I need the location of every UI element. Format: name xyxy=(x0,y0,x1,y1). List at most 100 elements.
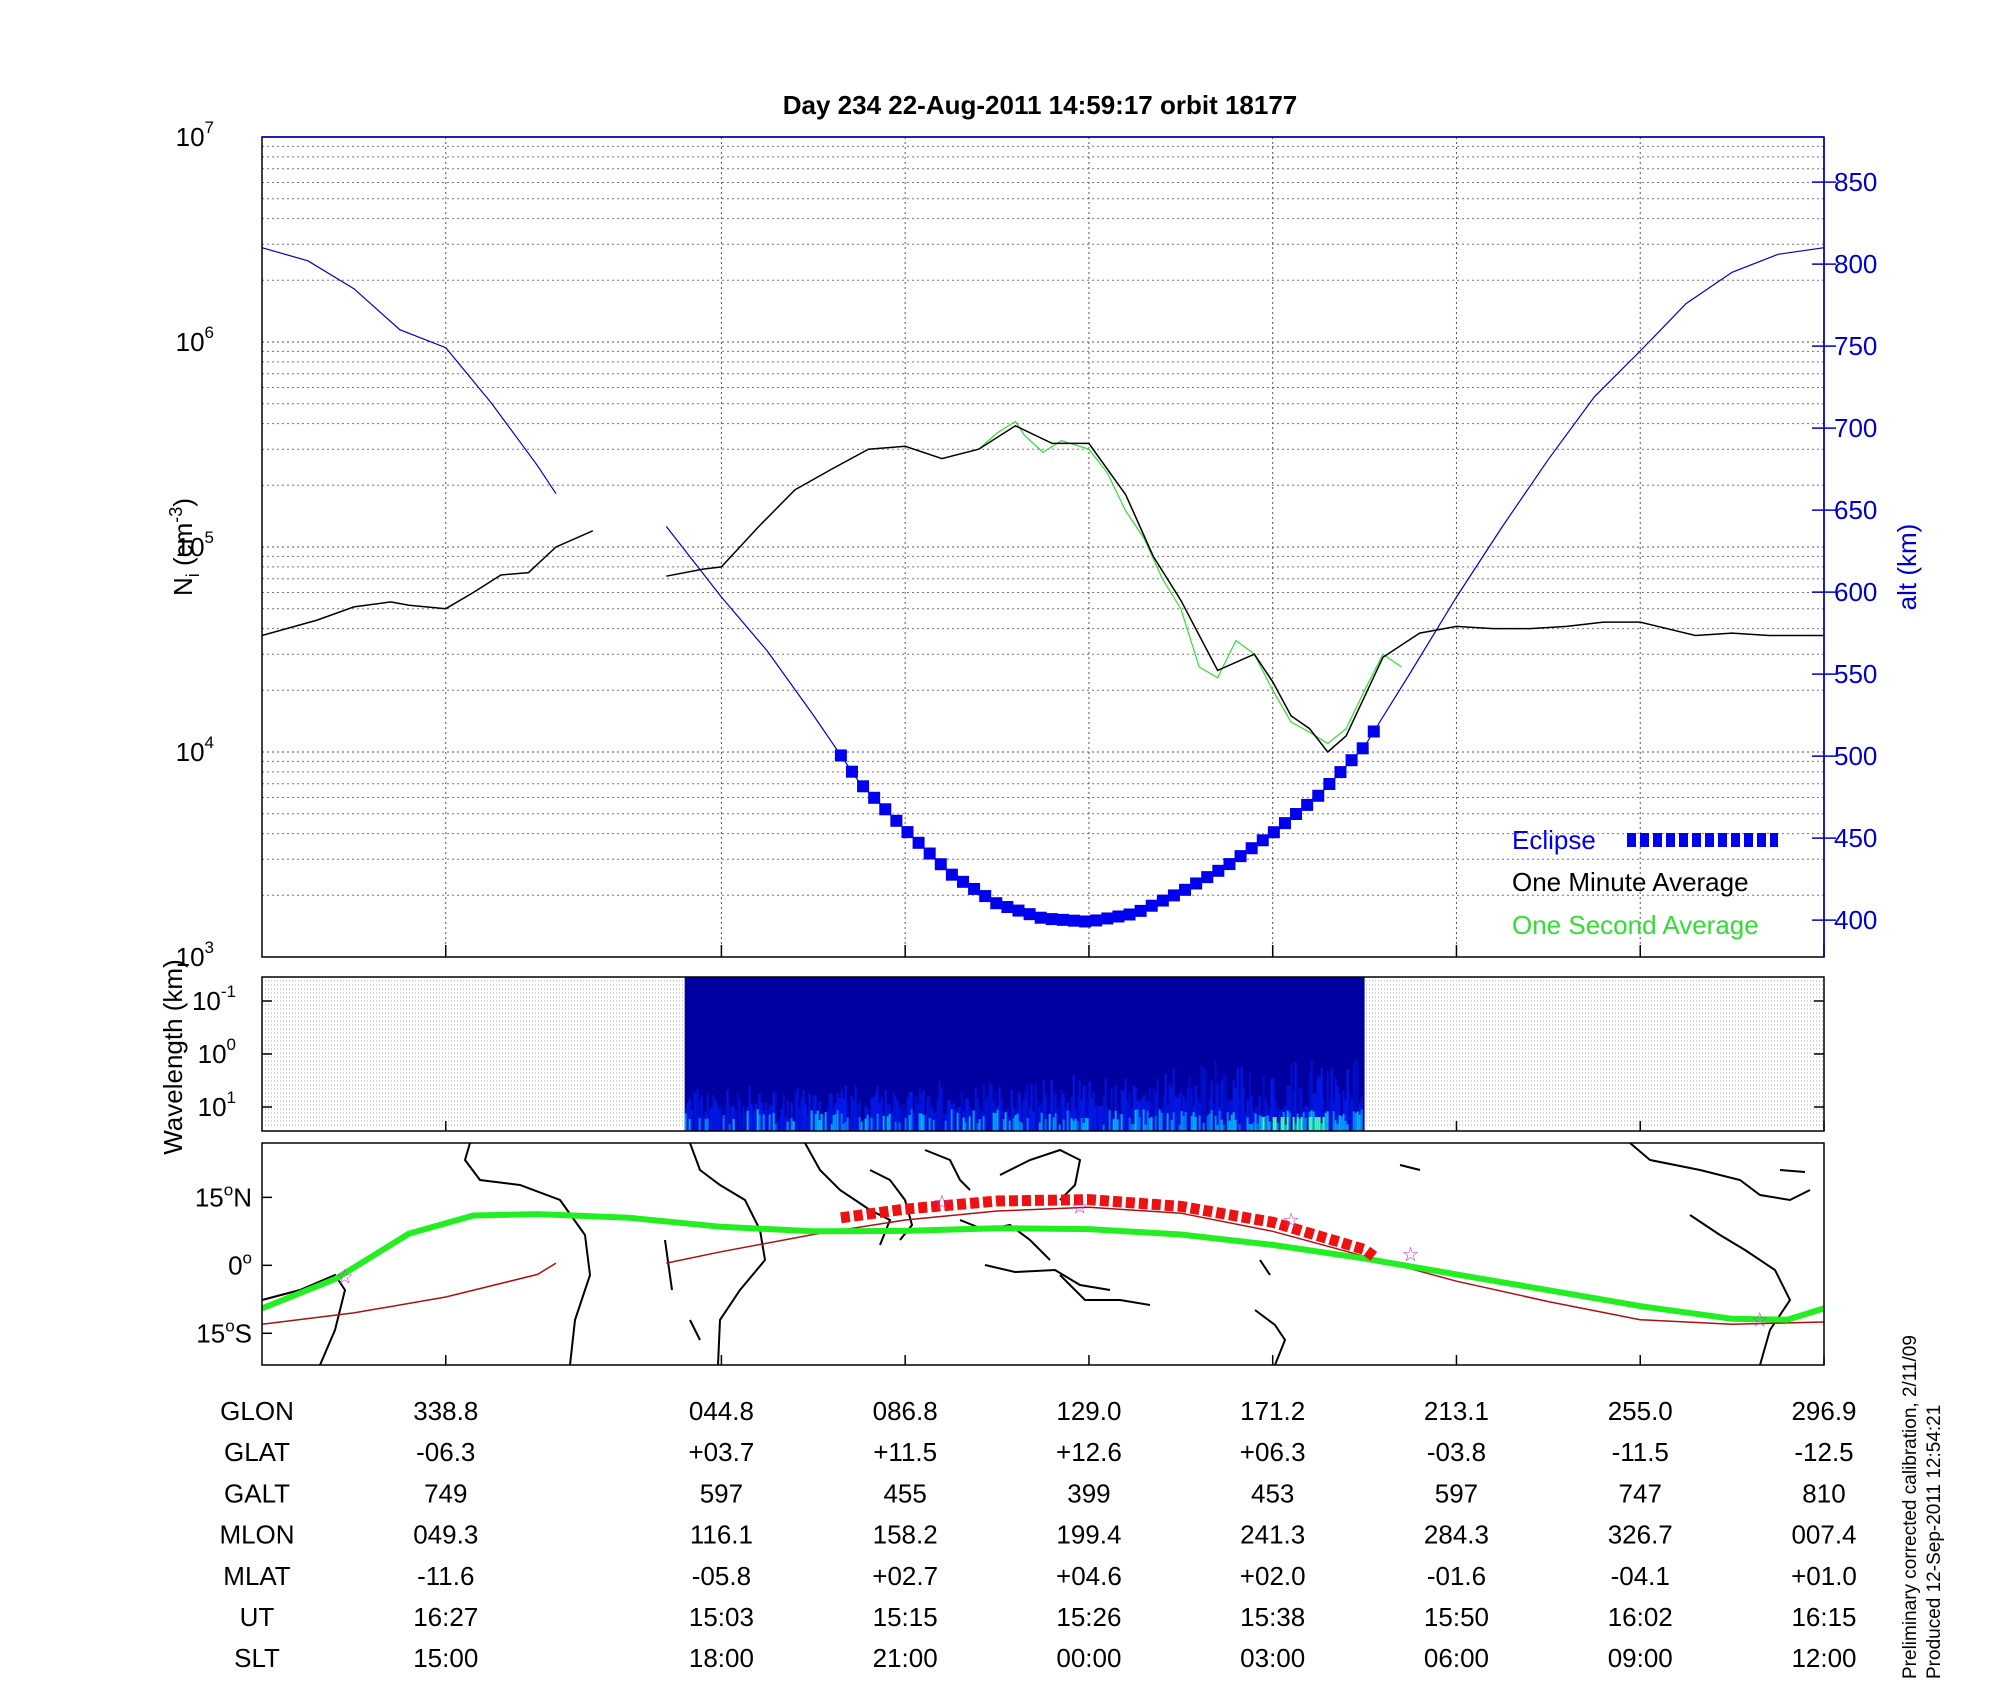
spectrogram-cell xyxy=(1096,1105,1099,1131)
degree-sign: o xyxy=(243,1248,252,1267)
spectrogram-cell-high xyxy=(982,1116,985,1131)
spectrogram-cell xyxy=(868,1118,871,1131)
spectrogram-cell xyxy=(998,1086,1001,1131)
spectrogram-cell-high xyxy=(832,1115,835,1131)
y-tick-label: 107 xyxy=(176,118,214,152)
spectrogram-cell xyxy=(690,1109,693,1131)
eclipse-marker xyxy=(879,803,892,816)
spectrogram-cell xyxy=(1220,1079,1223,1131)
ephemeris-cell: +12.6 xyxy=(1056,1437,1122,1467)
spectrogram-cell xyxy=(1354,1058,1357,1131)
spectrogram-cell xyxy=(1034,1082,1037,1131)
spectrogram-cell-high xyxy=(864,1118,867,1131)
spectrogram-cell xyxy=(1086,1101,1089,1131)
legend-eclipse-label: Eclipse xyxy=(1512,825,1596,855)
spectrogram-cell xyxy=(1294,1062,1297,1131)
spectrogram-cell-high xyxy=(772,1112,775,1131)
spectrogram-cell xyxy=(694,1093,697,1131)
spectrogram-cell-high xyxy=(1226,1112,1229,1131)
chart-title: Day 234 22-Aug-2011 14:59:17 orbit 18177 xyxy=(783,90,1298,120)
spectrogram-cell xyxy=(976,1098,979,1131)
spectrogram-cell xyxy=(1028,1107,1031,1131)
spectrogram-cell xyxy=(1204,1070,1207,1131)
spectrogram-cell-peak xyxy=(1274,1117,1277,1131)
spectrogram-cell xyxy=(1094,1105,1097,1131)
spectrogram-cell xyxy=(870,1097,873,1131)
spectrogram-cell-high xyxy=(1210,1110,1213,1131)
eclipse-marker xyxy=(1301,798,1314,811)
spectrogram-cell-high xyxy=(1276,1122,1279,1131)
spectrogram-cell xyxy=(960,1091,963,1131)
spectrogram-cell xyxy=(1170,1087,1173,1131)
spectrogram-cell xyxy=(974,1087,977,1131)
spectrogram-cell xyxy=(1116,1103,1119,1131)
spectrogram-cell xyxy=(1088,1081,1091,1131)
spectrogram-cell xyxy=(1150,1101,1153,1131)
spectrogram-cell-high xyxy=(1040,1112,1043,1131)
calibration-note: Preliminary corrected calibration, 2/11/… xyxy=(1900,1335,1921,1679)
spectrogram-cell-high xyxy=(1066,1110,1069,1131)
spectrogram-cell xyxy=(1000,1098,1003,1131)
eclipse-marker xyxy=(1079,915,1092,928)
spectrogram-cell-high xyxy=(1198,1115,1201,1131)
y-tick-base: 10 xyxy=(176,327,205,357)
spectrogram-cell xyxy=(1186,1087,1189,1131)
spectrogram-cell xyxy=(844,1085,847,1131)
eclipse-marker xyxy=(1290,808,1303,821)
spectrogram-cell xyxy=(1242,1087,1245,1131)
spectrogram-cell xyxy=(1044,1095,1047,1131)
spectrogram-cell xyxy=(840,1088,843,1131)
eclipse-marker xyxy=(1023,908,1036,921)
eclipse-marker xyxy=(956,875,969,888)
spectrogram-cell-peak xyxy=(1310,1117,1313,1131)
spectrogram-cell-high xyxy=(1332,1111,1335,1131)
spectrogram-cell-high xyxy=(1208,1113,1211,1131)
spectrogram-cell xyxy=(908,1091,911,1131)
spectrogram-cell xyxy=(742,1106,745,1131)
spectrogram-cell xyxy=(1234,1088,1237,1131)
spectrogram-cell-high xyxy=(1102,1124,1105,1131)
spectrogram-cell-high xyxy=(956,1112,959,1131)
spectrogram-cell xyxy=(1350,1098,1353,1131)
spectrogram-cell xyxy=(878,1103,881,1131)
altitude-tick-label: 650 xyxy=(1834,495,1877,525)
spectrogram-cell-high xyxy=(1192,1112,1195,1131)
ephemeris-cell: 255.0 xyxy=(1608,1396,1673,1426)
spectrogram-cell-high xyxy=(1180,1111,1183,1131)
spectrogram-cell xyxy=(744,1113,747,1131)
spectrogram-cell-high xyxy=(1038,1122,1041,1131)
ephemeris-cell: 21:00 xyxy=(873,1643,938,1673)
spectrogram-cell xyxy=(822,1115,825,1131)
spectrogram-cell xyxy=(1070,1097,1073,1131)
spectrogram-cell xyxy=(1252,1111,1255,1131)
spectrogram-cell-high xyxy=(1264,1116,1267,1131)
spectrogram-cell xyxy=(1018,1092,1021,1131)
ion-density-y-axis-label: Ni (cm-3) xyxy=(166,498,203,596)
ephemeris-cell: 199.4 xyxy=(1056,1520,1121,1550)
spectrogram-cell-high xyxy=(904,1118,907,1131)
coastline xyxy=(1259,1259,1271,1276)
spectrogram-cell xyxy=(1256,1105,1259,1131)
spectrogram-cell-high xyxy=(1214,1115,1217,1131)
spectrogram-cell-high xyxy=(1344,1120,1347,1131)
spectrogram-cell-high xyxy=(922,1114,925,1131)
spectrogram-cell-high xyxy=(1190,1115,1193,1131)
spectrogram-cell xyxy=(938,1080,941,1131)
spectrogram-y-tick-label: 100 xyxy=(198,1035,236,1069)
latitude-tick-number: 15 xyxy=(196,1318,225,1348)
spectrogram-cell xyxy=(894,1096,897,1131)
spectrogram-cell xyxy=(1152,1088,1155,1131)
spectrogram-cell xyxy=(1202,1068,1205,1131)
spectrogram-cell xyxy=(804,1104,807,1131)
spectrogram-cell xyxy=(986,1095,989,1131)
spectrogram-cell-peak xyxy=(1262,1117,1265,1131)
spectrogram-cell-high xyxy=(870,1117,873,1131)
spectrogram-cell xyxy=(970,1109,973,1131)
spectrogram-cell xyxy=(772,1092,775,1131)
spectrogram-cell xyxy=(1248,1072,1251,1131)
spectrogram-cell-high xyxy=(1160,1112,1163,1131)
spectrogram-cell xyxy=(712,1095,715,1131)
spectrogram-cell xyxy=(1140,1099,1143,1131)
spectrogram-cell-high xyxy=(1346,1124,1349,1131)
